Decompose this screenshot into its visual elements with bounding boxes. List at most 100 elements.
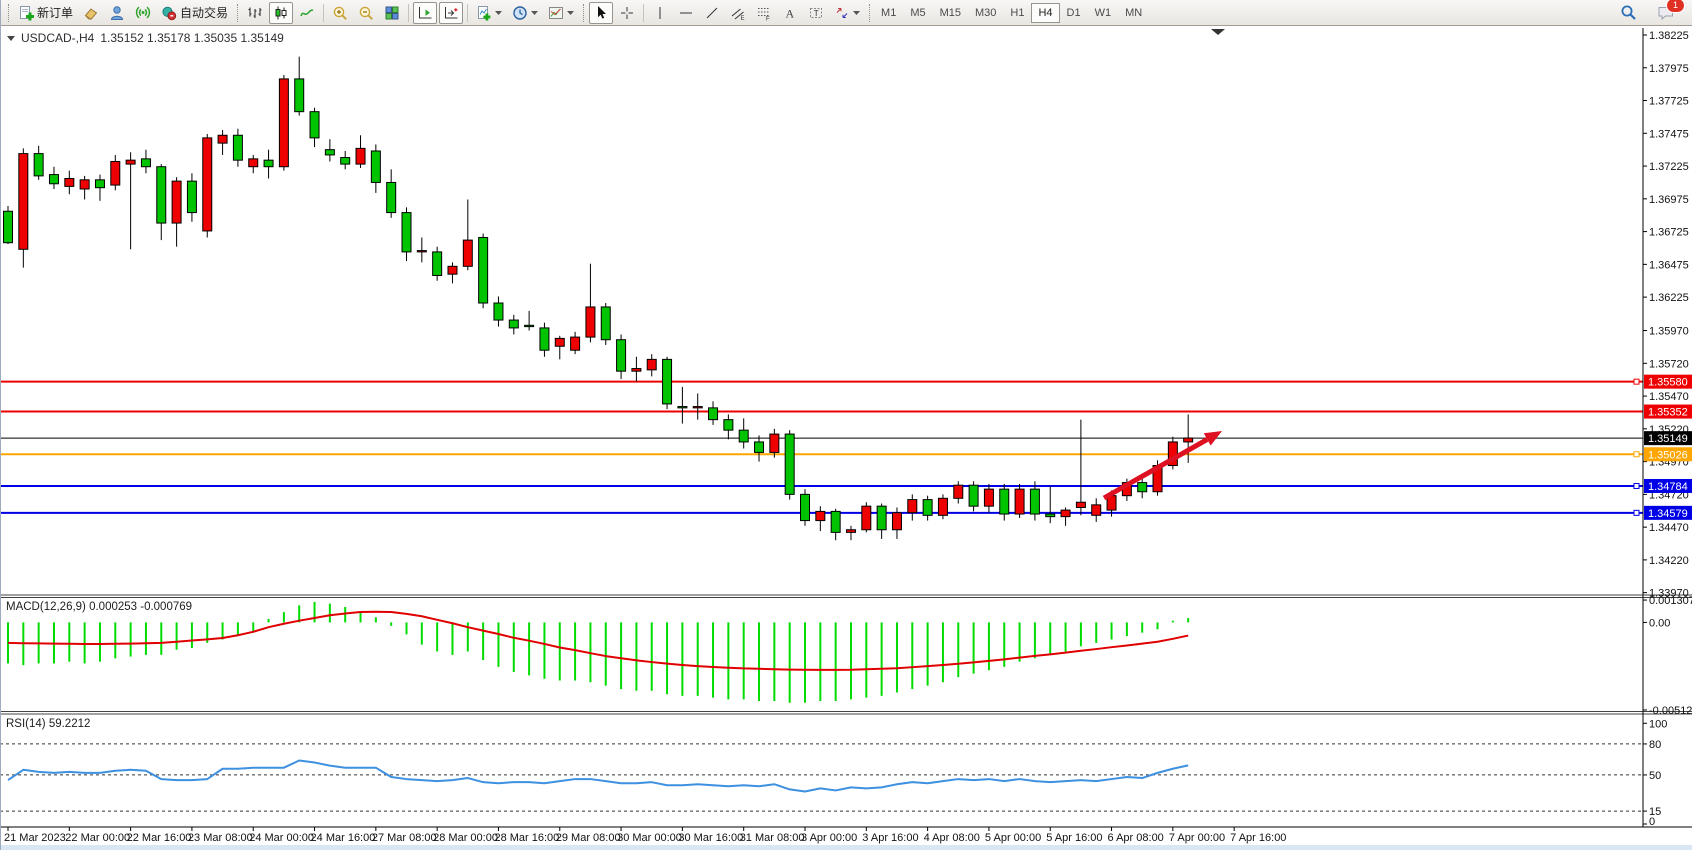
candle-up <box>462 239 473 267</box>
timeframe-M15[interactable]: M15 <box>933 3 968 23</box>
profile-icon <box>111 5 124 20</box>
hline-handle[interactable] <box>1633 482 1640 489</box>
time-tick-label: 5 Apr 00:00 <box>985 832 1041 844</box>
toolbar-grip[interactable] <box>237 3 239 22</box>
time-tick-label: 29 Mar 08:00 <box>556 832 621 844</box>
toolbar-grip[interactable] <box>583 3 585 22</box>
price-tick-label: 1.33970 <box>1649 588 1689 600</box>
price-tick-label: 1.34220 <box>1649 555 1689 567</box>
text-label-icon: T <box>810 7 823 18</box>
new-order-button[interactable]: 新订单 <box>14 2 77 24</box>
dropdown-caret-icon <box>531 10 539 15</box>
chart-shift-button[interactable] <box>439 1 464 24</box>
signal-icon <box>135 6 151 18</box>
chart-area: 1.38225 1.37975 1.37725 1.37475 1.37225 1.369… <box>0 27 1692 850</box>
auto-scroll-button[interactable] <box>413 1 438 24</box>
timeframe-M30[interactable]: M30 <box>968 3 1003 23</box>
candle-up <box>1075 501 1086 508</box>
chart-candles-button[interactable] <box>269 1 294 24</box>
candle-down <box>708 407 719 421</box>
zoom-out-icon <box>359 6 373 20</box>
hline-price-label-box <box>1644 374 1692 389</box>
chart-line-button[interactable] <box>295 2 319 24</box>
vertical-line-button[interactable] <box>648 2 672 24</box>
hline-handle[interactable] <box>1633 378 1640 385</box>
macd-tick-label: 0.00 <box>1649 617 1670 629</box>
candle-down <box>1137 482 1148 493</box>
candle-down <box>922 499 933 516</box>
zoom-in-icon <box>333 6 347 20</box>
hline-handle[interactable] <box>1633 451 1640 458</box>
timeframe-MN[interactable]: MN <box>1118 3 1149 23</box>
candle-down <box>999 488 1010 515</box>
rsi-tick-label: 100 <box>1649 718 1667 730</box>
candle-down <box>401 212 412 253</box>
svg-text:F: F <box>766 16 770 21</box>
trendline-icon <box>706 7 718 18</box>
cursor-icon <box>598 5 607 19</box>
hline-handle[interactable] <box>1633 509 1640 516</box>
zoom-out-button[interactable] <box>354 2 378 24</box>
signals-button[interactable] <box>131 2 155 24</box>
candle-down <box>493 302 504 321</box>
eraser-button[interactable] <box>79 2 103 24</box>
candle-down <box>876 505 887 531</box>
trend-arrow[interactable] <box>1102 437 1209 501</box>
chart-bars-button[interactable] <box>243 2 267 24</box>
candle-down <box>309 111 320 139</box>
candle-down <box>156 166 167 224</box>
chart-title: USDCAD-,H4 1.35152 1.35178 1.35035 1.351… <box>7 31 284 45</box>
bar-chart-icon <box>248 7 262 18</box>
candle-up <box>1014 488 1025 515</box>
profile-button[interactable] <box>105 2 129 24</box>
toolbar-grip[interactable] <box>8 3 9 22</box>
new-order-label: 新订单 <box>37 6 74 20</box>
timeframe-H4[interactable]: H4 <box>1031 2 1060 23</box>
candle-down <box>33 153 44 177</box>
toolbar-right: 1 <box>1615 0 1688 24</box>
arrows-button[interactable] <box>830 2 864 24</box>
candle-down <box>340 157 351 165</box>
candle-up <box>815 510 826 522</box>
candle-up <box>64 178 75 187</box>
timeframe-D1[interactable]: D1 <box>1060 3 1088 23</box>
chart-shift-marker[interactable] <box>1211 29 1225 35</box>
cursor-button[interactable] <box>589 1 614 24</box>
trendline-button[interactable] <box>700 2 724 24</box>
templates-button[interactable] <box>544 2 578 24</box>
time-tick-label: 3 Apr 16:00 <box>862 832 918 844</box>
toolbar-grip[interactable] <box>869 3 871 22</box>
time-tick-label: 28 Mar 00:00 <box>433 832 498 844</box>
vertical-line-icon <box>659 6 661 19</box>
indicators-button[interactable] <box>472 2 506 24</box>
periods-button[interactable] <box>508 2 542 24</box>
candle-down <box>3 210 13 244</box>
text-button[interactable]: A <box>778 2 802 24</box>
tile-windows-button[interactable] <box>380 2 404 24</box>
candle-down <box>539 327 550 351</box>
chart-menu-icon[interactable] <box>7 35 15 41</box>
time-tick-label: 23 Mar 08:00 <box>188 832 253 844</box>
time-tick-label: 22 Mar 00:00 <box>65 832 130 844</box>
channel-button[interactable]: E <box>726 2 750 24</box>
search-button[interactable] <box>1616 2 1641 24</box>
text-label-button[interactable]: T <box>804 2 828 24</box>
window-bottom-edge <box>0 845 1692 850</box>
fibonacci-button[interactable]: F <box>752 2 776 24</box>
auto-trading-button[interactable]: 自动交易 <box>157 2 232 24</box>
candle-down <box>370 150 381 183</box>
horizontal-line-button[interactable] <box>674 2 698 24</box>
macd-label: MACD(12,26,9) 0.000253 -0.000769 <box>6 601 193 613</box>
timeframe-H1[interactable]: H1 <box>1003 3 1031 23</box>
indicators-icon <box>478 5 491 20</box>
timeframe-W1[interactable]: W1 <box>1088 3 1119 23</box>
zoom-in-button[interactable] <box>328 2 352 24</box>
timeframe-M1[interactable]: M1 <box>874 3 903 23</box>
trend-arrow-head[interactable] <box>1203 431 1222 446</box>
crosshair-button[interactable] <box>615 2 639 24</box>
timeframe-M5[interactable]: M5 <box>903 3 932 23</box>
svg-text:A: A <box>786 6 795 20</box>
notifications-button[interactable]: 1 <box>1653 0 1685 24</box>
text-icon: A <box>786 6 795 20</box>
hline-price-label-box <box>1644 431 1692 446</box>
